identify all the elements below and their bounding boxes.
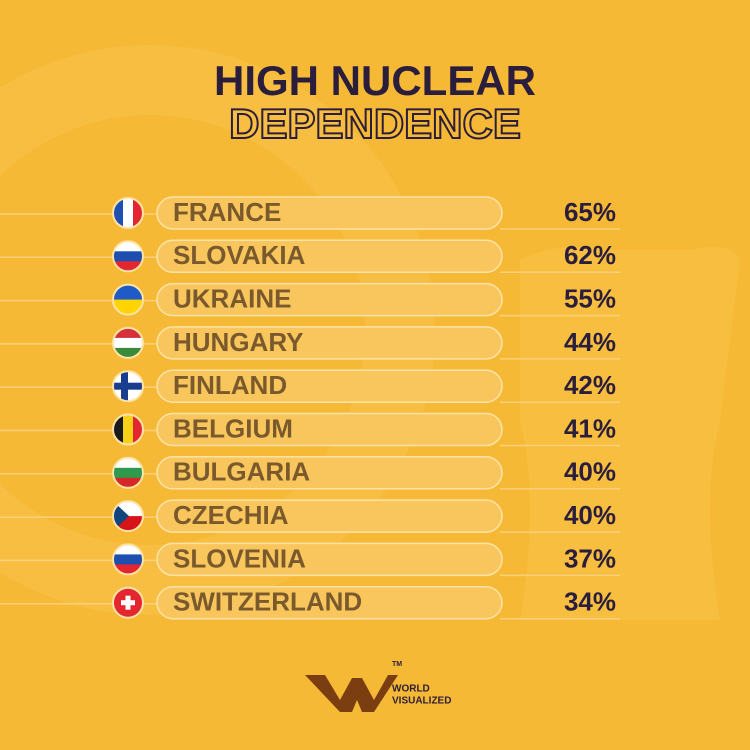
country: FRANCE — [173, 197, 281, 227]
country: UKRAINE — [173, 283, 291, 313]
share: 40% — [564, 500, 616, 530]
flag-part — [113, 198, 124, 228]
pill — [156, 499, 503, 533]
brand: WORLD — [392, 684, 430, 695]
flag-border — [112, 500, 144, 533]
flag-part — [113, 467, 143, 479]
pill — [156, 412, 503, 447]
share: 62% — [564, 240, 616, 270]
pill — [156, 282, 503, 317]
flag-border — [112, 586, 144, 619]
pill — [156, 326, 503, 360]
flag — [113, 457, 143, 488]
country: SLOVENIA — [173, 543, 306, 573]
bg-tower — [520, 246, 740, 620]
flag-part — [113, 544, 143, 555]
flag-border — [112, 413, 144, 446]
flag-part — [123, 198, 134, 228]
country: FINLAND — [173, 370, 287, 400]
flag-part — [113, 414, 124, 445]
share: 34% — [564, 587, 616, 617]
share: 44% — [564, 327, 616, 357]
flag-part — [133, 414, 143, 445]
flag-part — [113, 251, 143, 262]
flag-part — [121, 371, 128, 402]
pill — [156, 456, 503, 490]
country: BULGARIA — [173, 457, 310, 487]
share: 40% — [564, 457, 616, 487]
trademark: TM — [392, 661, 402, 668]
share: 41% — [564, 413, 616, 443]
flag — [113, 198, 143, 228]
pill — [156, 542, 503, 577]
flag-part — [133, 198, 143, 228]
flag-border — [112, 326, 144, 359]
flag — [113, 544, 143, 575]
flag-border — [112, 370, 144, 403]
pill — [156, 369, 503, 403]
flag-part — [113, 347, 143, 358]
flag-border — [112, 197, 144, 229]
country: SLOVAKIA — [173, 240, 306, 270]
flag — [113, 241, 143, 272]
flag — [113, 327, 143, 358]
pill — [156, 585, 503, 620]
brand: VISUALIZED — [392, 696, 451, 707]
share: 42% — [564, 370, 616, 400]
flag-part — [113, 299, 143, 315]
flag-part — [113, 337, 143, 349]
logo: TM WORLD VISUALIZED — [305, 661, 451, 712]
flag-part — [113, 241, 143, 252]
country: CZECHIA — [173, 500, 289, 530]
flag-part — [113, 457, 143, 469]
flag-border — [112, 456, 144, 489]
title: HIGH NUCLEAR — [214, 57, 536, 104]
country: SWITZERLAND — [173, 587, 362, 617]
rows: FRANCE 65% SLOVAKIA 62% UKRAINE 55% HUNGARY 44%… — [0, 196, 620, 620]
flag-border — [112, 240, 144, 273]
flag-part — [113, 261, 143, 272]
flag-part — [113, 554, 143, 565]
country: HUNGARY — [173, 327, 303, 357]
flag-part — [113, 501, 129, 532]
share: 37% — [564, 543, 616, 573]
flag-part — [113, 327, 143, 339]
pill — [156, 239, 503, 274]
country: BELGIUM — [173, 413, 293, 443]
flag-border — [112, 543, 144, 576]
flag-part — [123, 414, 134, 445]
flag-border — [112, 283, 144, 316]
share: 55% — [564, 283, 616, 313]
title-outline: DEPENDENCE — [229, 100, 521, 147]
flag — [113, 414, 143, 445]
share: 65% — [564, 197, 616, 227]
flag-part — [113, 284, 143, 301]
flag-part — [113, 564, 143, 575]
flag-part — [125, 595, 131, 610]
flag — [113, 284, 143, 315]
pill — [156, 196, 503, 230]
flag-part — [113, 477, 143, 488]
logo-mark — [305, 675, 398, 712]
flag — [113, 501, 143, 532]
